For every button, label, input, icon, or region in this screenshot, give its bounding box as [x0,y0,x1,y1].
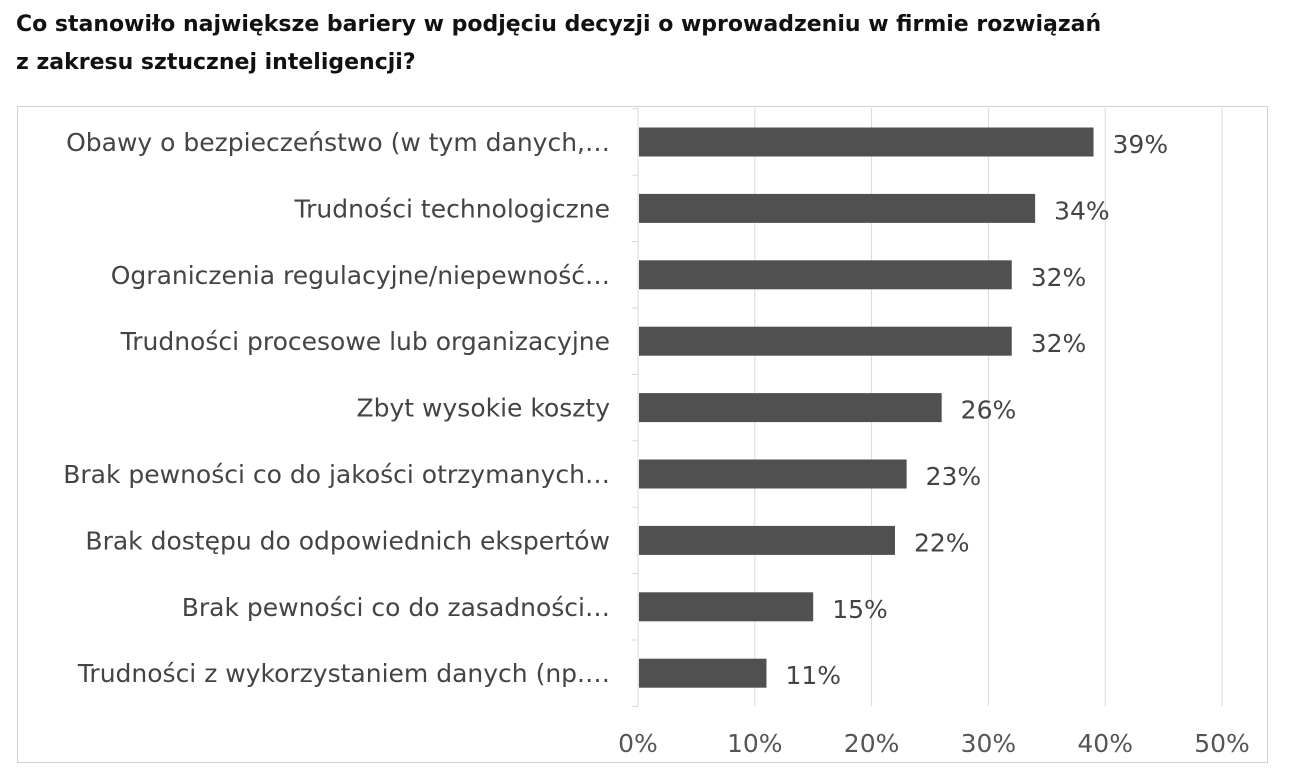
bar [639,592,814,622]
bar [639,393,942,423]
category-label: Obawy o bezpieczeństwo (w tym danych,… [66,128,610,157]
data-label: 15% [832,595,888,624]
category-label: Trudności procesowe lub organizacyjne [120,327,610,356]
data-label: 23% [926,462,982,491]
category-axis [632,108,639,707]
bars [639,127,1094,688]
bar [639,127,1094,157]
category-label: Brak pewności co do jakości otrzymanych… [63,460,610,489]
category-label: Trudności technologiczne [294,194,610,223]
data-label: 32% [1031,263,1087,292]
data-label: 22% [914,528,970,557]
data-label: 26% [961,396,1017,425]
x-tick-label: 10% [727,729,783,758]
data-label: 11% [785,661,841,690]
x-tick-label: 40% [1077,729,1133,758]
bar [639,326,1012,356]
category-label: Brak dostępu do odpowiednich ekspertów [85,526,610,555]
category-label: Trudności z wykorzystaniem danych (np.… [77,659,610,688]
x-tick-label: 30% [961,729,1017,758]
bar [639,525,895,555]
bar [639,459,907,489]
bar [639,658,767,688]
data-label: 32% [1031,329,1087,358]
data-label: 34% [1054,196,1110,225]
category-label: Zbyt wysokie koszty [357,394,611,423]
chart-title: Co stanowiło największe bariery w podjęc… [16,6,1266,82]
category-label: Ograniczenia regulacyjne/niepewność… [111,261,610,290]
x-tick-label: 0% [618,729,658,758]
x-tick-label: 50% [1194,729,1250,758]
labels: 0% 10% 20% 30% 40% 50% Obawy o bezpieczeństwo … [63,128,1250,758]
bar [639,193,1036,223]
category-label: Brak pewności co do zasadności… [182,593,610,622]
x-tick-label: 20% [844,729,900,758]
bar [639,260,1012,290]
data-label: 39% [1113,130,1169,159]
chart-title-line-2: z zakresu sztucznej inteligencji? [16,50,416,75]
chart-title-line-1: Co stanowiło największe bariery w podjęc… [16,12,1102,37]
